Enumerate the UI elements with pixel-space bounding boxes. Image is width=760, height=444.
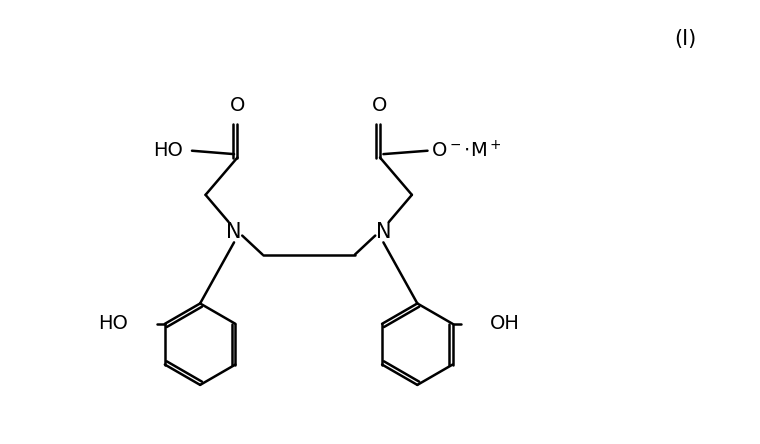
Text: N: N [226, 222, 242, 242]
Text: HO: HO [154, 141, 183, 160]
Text: (I): (I) [674, 28, 697, 48]
Text: N: N [375, 222, 391, 242]
Text: OH: OH [490, 314, 520, 333]
Text: HO: HO [97, 314, 128, 333]
Text: O$^-$$\cdot$M$^+$: O$^-$$\cdot$M$^+$ [431, 140, 502, 161]
Text: O: O [230, 96, 245, 115]
Text: O: O [372, 96, 388, 115]
